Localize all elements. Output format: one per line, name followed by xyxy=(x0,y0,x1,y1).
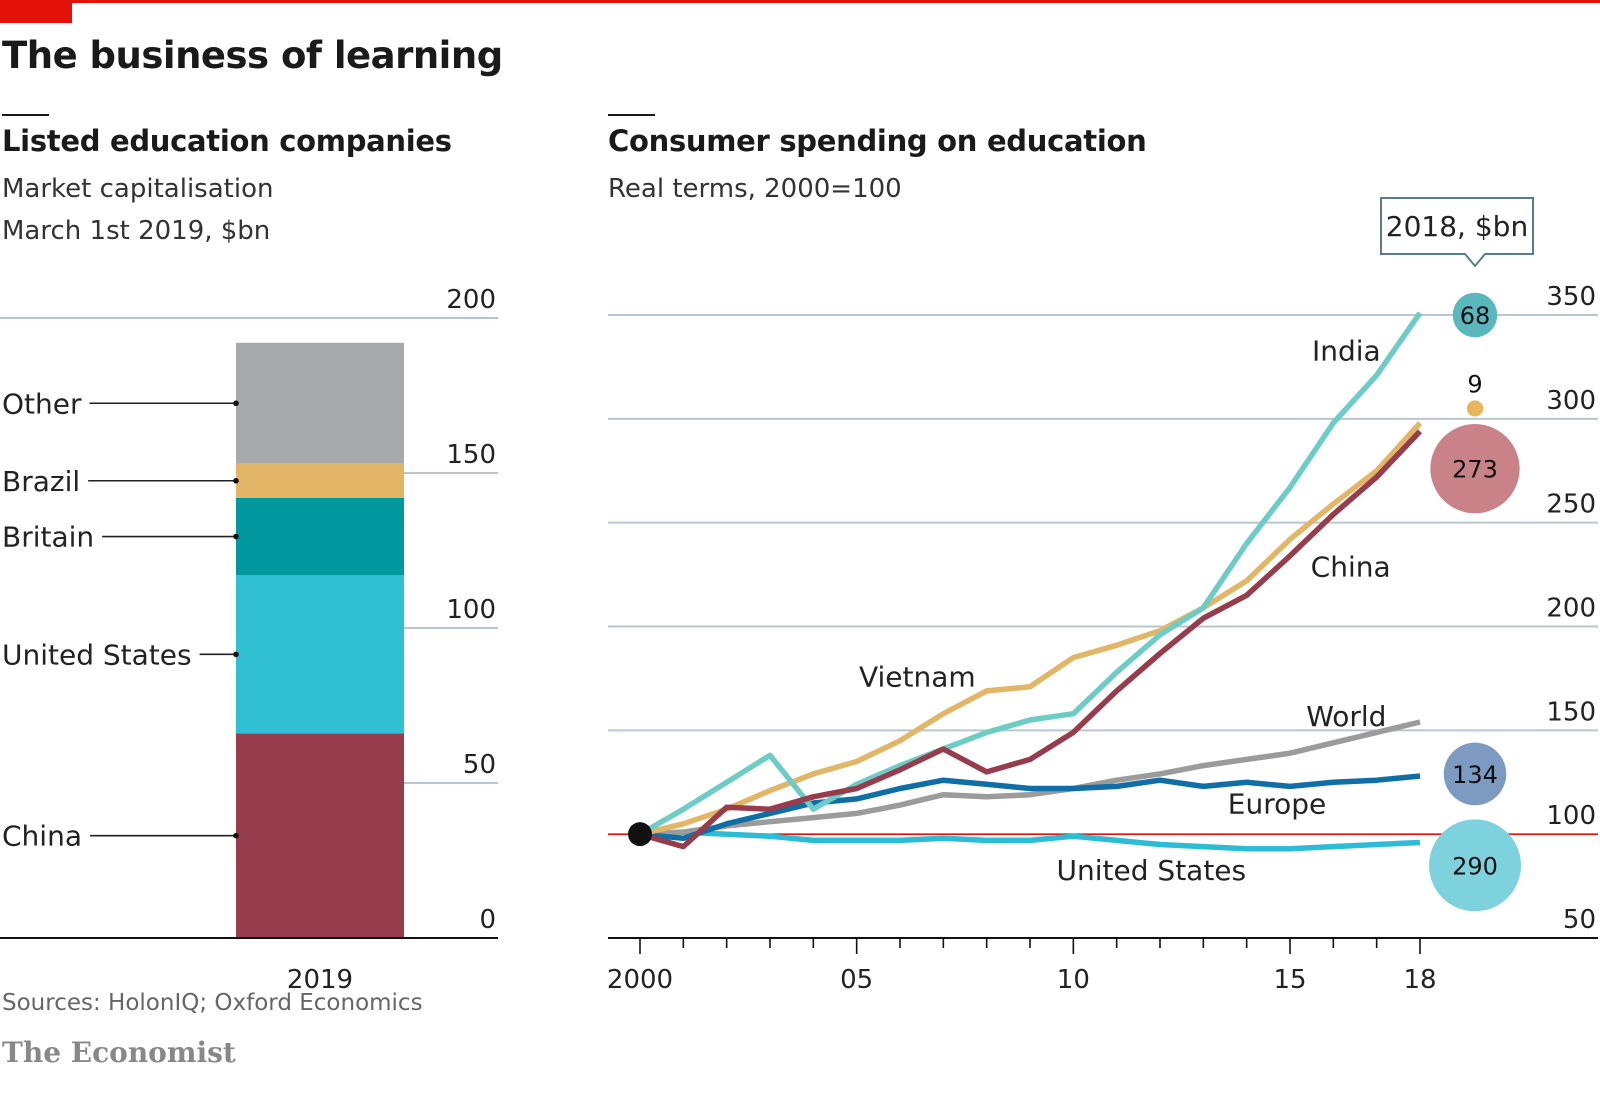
page-title: The business of learning xyxy=(2,34,503,77)
series-label-vietnam: Vietnam xyxy=(859,661,976,694)
line-chart-subtitle: Real terms, 2000=100 xyxy=(608,174,902,204)
bar-chart-subtitle-line-2: March 1st 2019, $bn xyxy=(2,216,271,246)
line-y-tick-label-100: 100 xyxy=(1546,801,1596,831)
series-line-india xyxy=(638,311,1423,837)
bar-y-tick-label-50: 50 xyxy=(463,750,496,780)
bar-chart: 0 50 100 150 200 China United States Britain Bra… xyxy=(0,285,498,995)
bubble-value-vietnam: 9 xyxy=(1467,370,1482,398)
bar-leader-dot-china xyxy=(233,832,239,839)
bubble-india xyxy=(1452,292,1498,338)
bar-segment-china xyxy=(236,733,404,938)
bar-leader-dot-other xyxy=(233,400,239,407)
bubble-value-united-states: 290 xyxy=(1452,852,1498,880)
line-chart: 50 100 150 200 250 300 350 2000 05 10 15 18 India Vie… xyxy=(607,197,1598,995)
bar-y-tick-label-150: 150 xyxy=(446,440,496,470)
bubble-value-china: 273 xyxy=(1452,456,1498,484)
bar-segment-britain xyxy=(236,497,404,576)
bubble-europe xyxy=(1443,742,1507,806)
bar-label-united-states: United States xyxy=(2,638,192,671)
bar-label-china: China xyxy=(2,820,82,853)
line-x-tick-label-2000: 2000 xyxy=(607,965,673,995)
series-label-world: World xyxy=(1306,700,1386,733)
line-x-tick-label-10: 10 xyxy=(1057,965,1090,995)
left-panel-rule xyxy=(2,114,49,116)
line-y-tick-label-150: 150 xyxy=(1546,697,1596,727)
bubble-vietnam xyxy=(1466,400,1484,417)
bar-chart-subtitle: Market capitalisation March 1st 2019, $b… xyxy=(2,168,273,252)
bar-chart-title: Listed education companies xyxy=(2,124,452,158)
bar-chart-subtitle-line-1: Market capitalisation xyxy=(2,174,274,204)
bubble-united-states xyxy=(1429,819,1521,912)
bar-segment-united-states xyxy=(236,575,404,734)
publisher-logo: The Economist xyxy=(2,1036,236,1069)
series-line-vietnam xyxy=(639,421,1423,837)
series-line-europe xyxy=(639,773,1421,842)
line-chart-title: Consumer spending on education xyxy=(608,124,1147,158)
origin-dot xyxy=(628,822,652,847)
bar-label-brazil: Brazil xyxy=(2,465,80,498)
line-x-tick-label-18: 18 xyxy=(1403,965,1436,995)
bar-y-tick-label-0: 0 xyxy=(479,905,496,935)
right-panel-rule xyxy=(608,114,655,116)
bar-leader-dot-britain xyxy=(233,533,239,540)
series-line-world xyxy=(639,719,1421,837)
line-y-tick-label-350: 350 xyxy=(1546,282,1596,312)
series-line-united-states xyxy=(639,829,1421,852)
bar-leader-dot-united-states xyxy=(233,651,239,658)
series-label-europe: Europe xyxy=(1228,787,1326,820)
series-label-china: China xyxy=(1311,551,1391,584)
bar-segment-brazil xyxy=(236,463,404,498)
series-label-united-states: United States xyxy=(1057,854,1247,887)
bubble-value-india: 68 xyxy=(1460,302,1491,330)
bar-segment-other xyxy=(236,342,404,464)
bar-label-britain: Britain xyxy=(2,521,94,554)
line-y-tick-label-50: 50 xyxy=(1563,905,1596,935)
bar-x-tick-label-2019: 2019 xyxy=(287,965,353,995)
bubble-callout-title: 2018, $bn xyxy=(1386,210,1528,243)
bubble-callout-box xyxy=(1380,197,1534,268)
series-label-india: India xyxy=(1312,335,1381,368)
bar-y-tick-label-100: 100 xyxy=(446,595,496,625)
sources-note: Sources: HolonIQ; Oxford Economics xyxy=(2,990,423,1016)
top-accent-rule xyxy=(0,0,1600,3)
line-y-tick-label-300: 300 xyxy=(1546,386,1596,416)
top-accent-tab xyxy=(0,0,72,23)
bar-leader-dot-brazil xyxy=(233,477,239,484)
bubble-value-europe: 134 xyxy=(1452,761,1498,789)
line-x-tick-label-05: 05 xyxy=(840,965,873,995)
line-x-tick-label-15: 15 xyxy=(1273,965,1306,995)
series-line-china xyxy=(639,429,1422,850)
bubble-china xyxy=(1430,424,1520,514)
bar-y-tick-label-200: 200 xyxy=(446,285,496,315)
line-y-tick-label-250: 250 xyxy=(1546,490,1596,520)
bar-label-other: Other xyxy=(2,387,82,420)
line-y-tick-label-200: 200 xyxy=(1546,594,1596,624)
